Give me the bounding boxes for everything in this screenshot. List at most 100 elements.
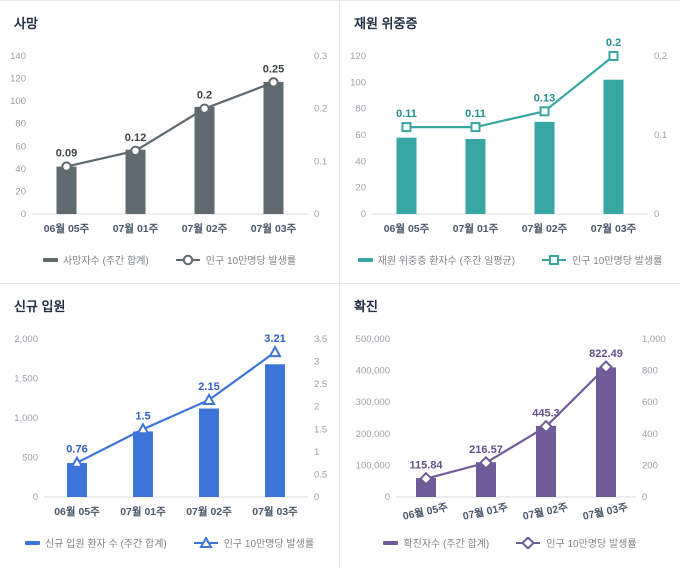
svg-text:40: 40 [355, 156, 366, 167]
svg-text:0: 0 [314, 492, 319, 503]
svg-text:80: 80 [15, 119, 26, 130]
chart-canvas-death[interactable]: 0 20 40 60 80 100 120 140 0 0.1 0.2 0.3 0.09 0.12 0.2 0… [0, 36, 340, 244]
panel-title-death: 사망 [14, 16, 38, 31]
svg-text:200,000: 200,000 [356, 429, 390, 440]
legend-label: 신규 입원 환자 수 (주간 합계) [44, 539, 167, 550]
legend-death: 사망자수 (주간 합계) 인구 10만명당 발생률 [0, 252, 339, 267]
svg-text:600: 600 [642, 397, 658, 408]
svg-text:0.2: 0.2 [606, 37, 621, 49]
svg-text:07월 03주: 07월 03주 [251, 222, 297, 235]
svg-text:100,000: 100,000 [356, 460, 390, 471]
bar-swatch-icon [24, 540, 40, 545]
svg-text:3.5: 3.5 [314, 334, 327, 345]
svg-text:0.1: 0.1 [654, 130, 667, 141]
legend-confirmed: 확진자수 (주간 합계) 인구 10만명당 발생률 [340, 535, 680, 550]
legend-item-confirmed-bar[interactable]: 확진자수 (주간 합계) [383, 535, 489, 550]
svg-text:140: 140 [10, 51, 26, 62]
svg-text:0: 0 [642, 492, 647, 503]
svg-text:2: 2 [314, 402, 319, 413]
svg-text:2.5: 2.5 [314, 379, 327, 390]
svg-text:100: 100 [350, 77, 366, 88]
legend-item-confirmed-line[interactable]: 인구 10만명당 발생률 [515, 535, 637, 550]
svg-text:0.11: 0.11 [396, 108, 417, 120]
legend-label: 인구 10만명당 발생률 [546, 539, 637, 550]
legend-severe: 재원 위중증 환자수 (주간 일평균) 인구 10만명당 발생률 [340, 252, 680, 267]
svg-text:0.09: 0.09 [56, 148, 77, 160]
legend-label: 인구 10만명당 발생률 [205, 256, 297, 267]
legend-label: 인구 10만명당 발생률 [572, 256, 663, 267]
svg-text:0: 0 [385, 492, 390, 503]
legend-item-severe-line[interactable]: 인구 10만명당 발생률 [541, 252, 662, 267]
svg-text:40: 40 [15, 164, 26, 175]
legend-label: 인구 10만명당 발생률 [223, 539, 315, 550]
panel-title-admission: 신규 입원 [14, 299, 66, 314]
svg-text:0.2: 0.2 [654, 51, 667, 62]
chart-canvas-confirmed[interactable]: 0 100,000 200,000 300,000 400,000 500,000 0 200… [340, 319, 680, 527]
svg-text:3.21: 3.21 [264, 333, 285, 345]
legend-item-admission-line[interactable]: 인구 10만명당 발생률 [193, 535, 314, 550]
svg-text:0.11: 0.11 [465, 108, 486, 120]
svg-text:0.2: 0.2 [314, 104, 327, 115]
svg-text:07월 02주: 07월 02주 [522, 222, 568, 235]
line-swatch-icon [515, 535, 541, 550]
bar-swatch-icon [42, 257, 58, 262]
svg-text:0.76: 0.76 [66, 444, 87, 456]
legend-admission: 신규 입원 환자 수 (주간 합계) 인구 10만명당 발생률 [0, 535, 339, 550]
svg-text:07월 02주: 07월 02주 [522, 500, 570, 522]
svg-text:80: 80 [355, 104, 366, 115]
svg-text:1,500: 1,500 [14, 374, 38, 385]
panel-confirmed: 확진 0 100,000 200,000 300,000 400,000 500,000 0… [340, 284, 680, 568]
svg-text:06월 05주: 06월 05주 [54, 505, 100, 518]
svg-text:216.57: 216.57 [469, 444, 503, 456]
svg-text:400: 400 [642, 429, 658, 440]
svg-text:3: 3 [314, 357, 319, 368]
panel-title-severe: 재원 위중증 [354, 16, 418, 31]
svg-text:07월 03주: 07월 03주 [591, 222, 637, 235]
svg-text:07월 01주: 07월 01주 [462, 500, 510, 522]
svg-text:07월 02주: 07월 02주 [182, 222, 228, 235]
svg-text:07월 03주: 07월 03주 [252, 505, 298, 518]
svg-text:0: 0 [654, 209, 659, 220]
chart-canvas-severe[interactable]: 0 20 40 60 80 100 120 0 0.1 0.2 0.11 0.11 0.13 0.2 06월… [340, 36, 680, 244]
svg-text:0: 0 [314, 209, 319, 220]
svg-text:07월 03주: 07월 03주 [582, 500, 630, 522]
svg-text:500: 500 [22, 453, 38, 464]
svg-text:1: 1 [314, 447, 319, 458]
line-swatch-icon [541, 254, 567, 266]
svg-text:07월 02주: 07월 02주 [186, 505, 232, 518]
legend-item-death-bar[interactable]: 사망자수 (주간 합계) [42, 252, 149, 267]
bar-swatch-icon [383, 540, 399, 545]
legend-item-severe-bar[interactable]: 재원 위중증 환자수 (주간 일평균) [357, 252, 516, 267]
svg-text:06월 05주: 06월 05주 [44, 222, 90, 235]
legend-item-admission-bar[interactable]: 신규 입원 환자 수 (주간 합계) [24, 535, 167, 550]
legend-label: 재원 위중증 환자수 (주간 일평균) [377, 256, 516, 267]
bar-swatch-icon [357, 257, 373, 262]
svg-text:2.15: 2.15 [198, 381, 219, 393]
svg-text:500,000: 500,000 [356, 334, 390, 345]
svg-text:1.5: 1.5 [314, 424, 327, 435]
svg-text:0.13: 0.13 [534, 92, 555, 104]
svg-text:1,000: 1,000 [14, 413, 38, 424]
svg-text:120: 120 [350, 51, 366, 62]
chart-canvas-admission[interactable]: 0 500 1,000 1,500 2,000 0 0.5 1 1.5 2 2.5 3 3.5 0.76 1… [0, 319, 340, 527]
svg-text:07월 01주: 07월 01주 [120, 505, 166, 518]
svg-text:822.49: 822.49 [589, 348, 623, 360]
panel-admission: 신규 입원 0 500 1,000 1,500 2,000 0 0.5 1 1.5 2 2.5 3 3.… [0, 284, 340, 568]
svg-text:0: 0 [361, 209, 366, 220]
svg-text:0.12: 0.12 [125, 132, 146, 144]
svg-text:20: 20 [355, 183, 366, 194]
legend-label: 확진자수 (주간 합계) [403, 539, 490, 550]
svg-text:300,000: 300,000 [356, 397, 390, 408]
legend-item-death-line[interactable]: 인구 10만명당 발생률 [175, 252, 296, 267]
svg-text:445.3: 445.3 [532, 408, 560, 420]
svg-text:1.5: 1.5 [135, 410, 150, 422]
svg-text:0.3: 0.3 [314, 51, 327, 62]
svg-text:06월 05주: 06월 05주 [384, 222, 430, 235]
svg-text:0.1: 0.1 [314, 156, 327, 167]
svg-text:20: 20 [15, 186, 26, 197]
svg-text:0.2: 0.2 [197, 90, 212, 102]
svg-text:1,000: 1,000 [642, 334, 666, 345]
line-swatch-icon [175, 254, 201, 266]
svg-text:0: 0 [21, 209, 26, 220]
svg-text:07월 01주: 07월 01주 [113, 222, 159, 235]
